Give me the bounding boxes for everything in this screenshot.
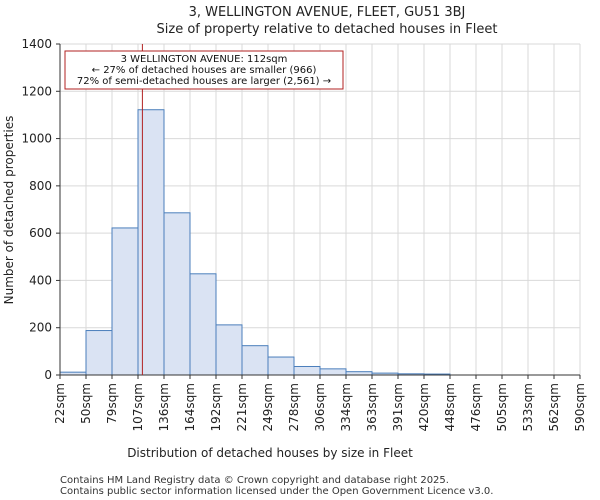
x-tick-label: 306sqm bbox=[313, 383, 327, 431]
x-tick-label: 107sqm bbox=[131, 383, 145, 431]
y-tick-label: 0 bbox=[44, 368, 52, 382]
x-tick-label: 249sqm bbox=[261, 383, 275, 431]
x-tick-label: 590sqm bbox=[573, 383, 587, 431]
x-tick-label: 221sqm bbox=[235, 383, 249, 431]
histogram-bar bbox=[293, 365, 321, 376]
x-tick-label: 22sqm bbox=[53, 383, 67, 424]
y-tick-label: 600 bbox=[29, 226, 52, 240]
histogram-bar bbox=[267, 356, 295, 376]
y-axis-label: Number of detached properties bbox=[2, 116, 16, 305]
y-tick-label: 1400 bbox=[21, 37, 52, 51]
x-tick-label: 448sqm bbox=[443, 383, 457, 431]
x-axis-label: Distribution of detached houses by size … bbox=[127, 446, 413, 460]
x-tick-label: 363sqm bbox=[365, 383, 379, 431]
annotation-line: 3 WELLINGTON AVENUE: 112sqm bbox=[121, 54, 288, 65]
footer-line-1: Contains HM Land Registry data © Crown c… bbox=[60, 475, 449, 486]
x-tick-label: 476sqm bbox=[469, 383, 483, 431]
x-tick-label: 192sqm bbox=[209, 383, 223, 431]
x-tick-label: 50sqm bbox=[79, 383, 93, 424]
y-tick-label: 200 bbox=[29, 321, 52, 335]
histogram-bar bbox=[319, 368, 347, 376]
x-tick-label: 533sqm bbox=[521, 383, 535, 431]
histogram-bar bbox=[241, 345, 269, 376]
x-tick-label: 164sqm bbox=[183, 383, 197, 431]
histogram-bar bbox=[111, 227, 139, 376]
footer-line-2: Contains public sector information licen… bbox=[60, 486, 493, 497]
annotation-line: 72% of semi-detached houses are larger (… bbox=[77, 76, 331, 87]
histogram-bar bbox=[189, 273, 217, 376]
x-tick-label: 562sqm bbox=[547, 383, 561, 431]
marker: 3 WELLINGTON AVENUE: 112sqm← 27% of deta… bbox=[64, 44, 344, 375]
chart-title: 3, WELLINGTON AVENUE, FLEET, GU51 3BJ bbox=[189, 5, 466, 20]
histogram-bar bbox=[85, 330, 113, 376]
y-tick-label: 1000 bbox=[21, 132, 52, 146]
axes: 0 200 400 600 800 1000 1200 1400 22sqm 50sqm 79sqm… bbox=[21, 37, 587, 431]
x-tick-label: 391sqm bbox=[391, 383, 405, 431]
annotation-box bbox=[64, 50, 344, 90]
y-tick-label: 1200 bbox=[21, 84, 52, 98]
x-tick-label: 505sqm bbox=[495, 383, 509, 431]
histogram-bar bbox=[215, 324, 243, 376]
x-tick-label: 278sqm bbox=[287, 383, 301, 431]
y-tick-label: 800 bbox=[29, 179, 52, 193]
x-tick-label: 334sqm bbox=[339, 383, 353, 431]
x-tick-label: 420sqm bbox=[417, 383, 431, 431]
x-tick-label: 79sqm bbox=[105, 383, 119, 424]
x-tick-label: 136sqm bbox=[157, 383, 171, 431]
bars bbox=[59, 109, 451, 376]
y-tick-label: 400 bbox=[29, 273, 52, 287]
histogram-bar bbox=[163, 212, 191, 376]
chart-subtitle: Size of property relative to detached ho… bbox=[157, 22, 498, 37]
annotation-line: ← 27% of detached houses are smaller (96… bbox=[92, 65, 317, 76]
